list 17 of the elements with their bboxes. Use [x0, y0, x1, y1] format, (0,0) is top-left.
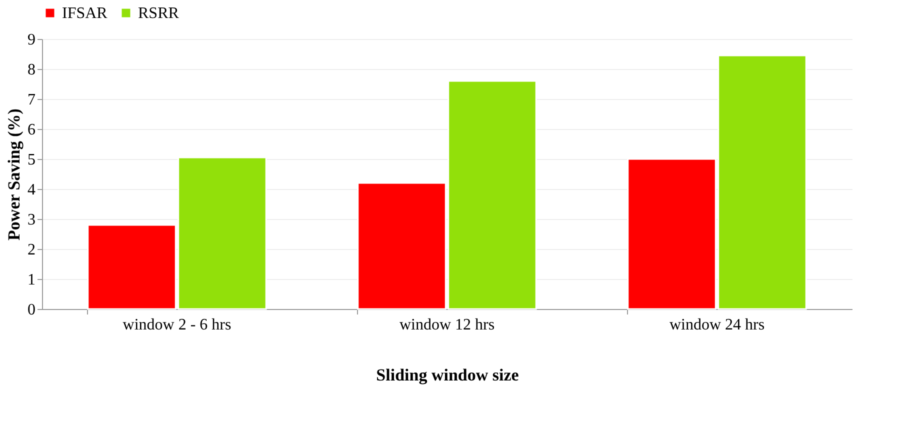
y-tick-label: 6	[28, 122, 36, 138]
y-tick-label: 0	[28, 302, 36, 318]
legend-label: IFSAR	[62, 5, 108, 22]
y-tick-label: 1	[28, 272, 36, 288]
y-tick-label: 4	[28, 182, 36, 198]
x-tick-label: window 12 hrs	[399, 316, 495, 334]
y-tick-label: 5	[28, 152, 36, 168]
y-tick-label: 2	[28, 242, 36, 258]
x-tick-label: window 24 hrs	[669, 316, 765, 334]
legend-label: RSRR	[138, 5, 180, 22]
x-axis-title: Sliding window size	[376, 366, 520, 384]
y-tick-label: 7	[28, 92, 36, 108]
y-tick-label: 9	[28, 32, 36, 48]
y-tick-label: 3	[28, 212, 36, 228]
y-tick-label: 8	[28, 62, 36, 78]
y-axis-title: Power Saving (%)	[4, 108, 24, 240]
x-tick-label: window 2 - 6 hrs	[122, 316, 232, 334]
